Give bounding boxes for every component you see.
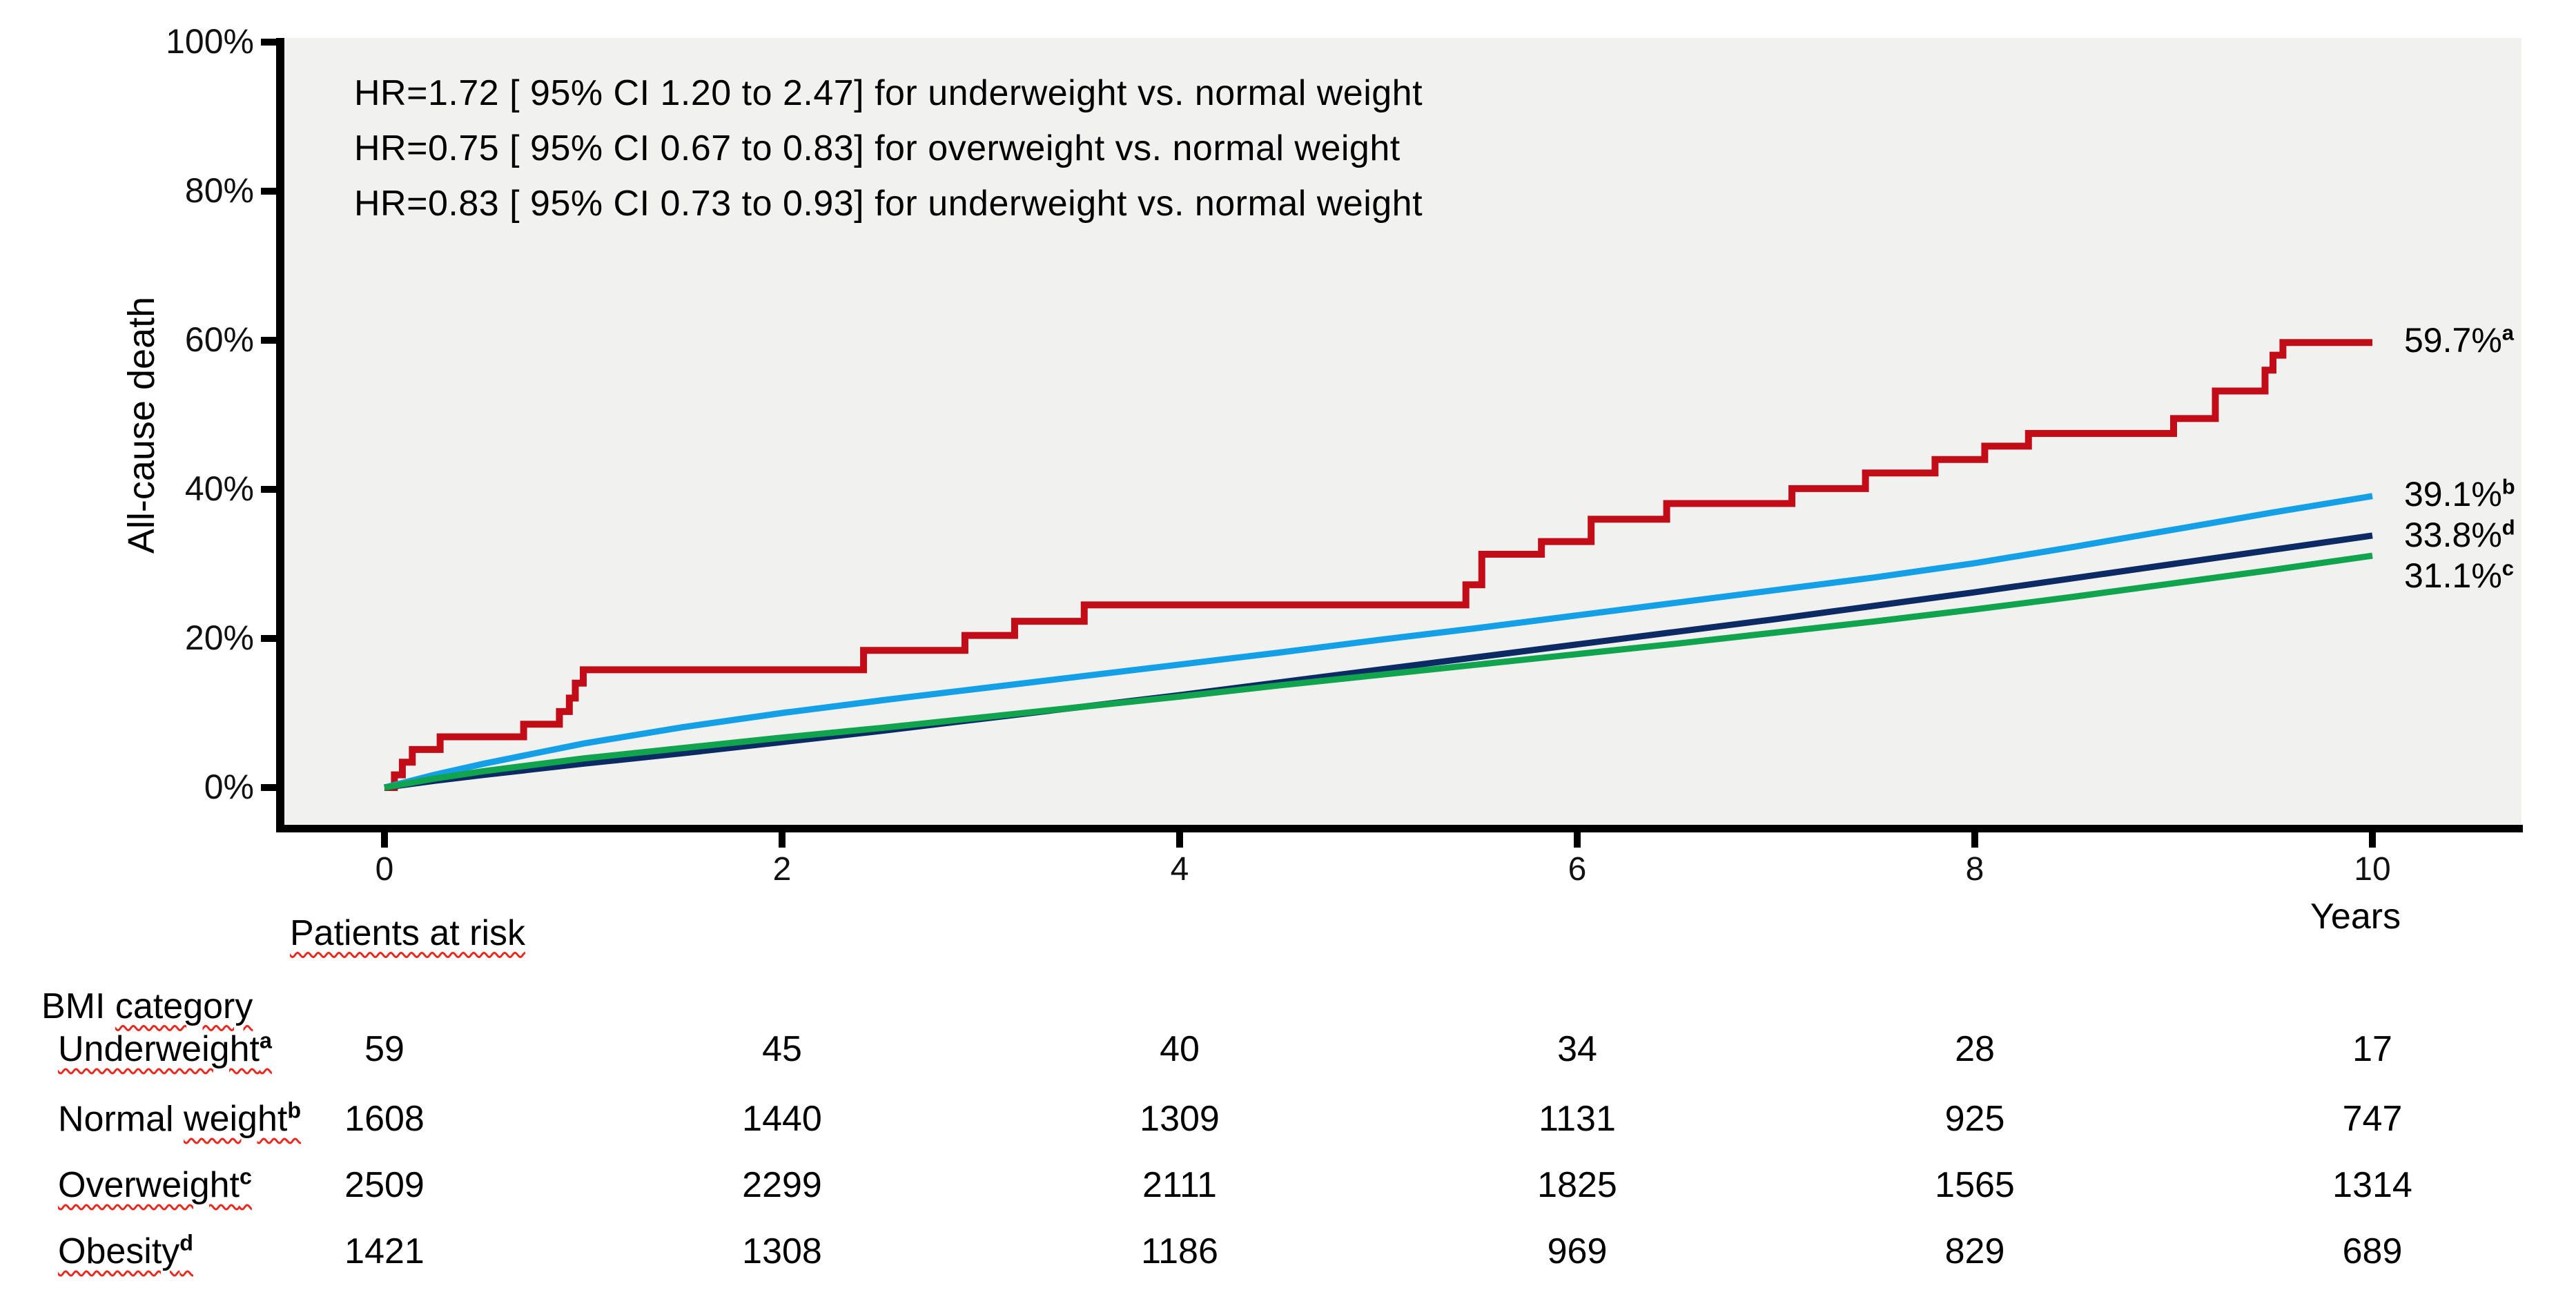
- y-tick-40%: [261, 486, 276, 493]
- x-tick-label-0: 0: [375, 851, 394, 888]
- x-tick-label-4: 4: [1170, 851, 1189, 888]
- risk-count-weight-t0: 1608: [344, 1099, 425, 1139]
- curve-underweight: [384, 339, 2372, 791]
- group-header-plain: BMI: [41, 986, 115, 1026]
- y-tick-60%: [261, 337, 276, 344]
- x-tick-8: [1971, 832, 1978, 848]
- y-tick-label-60%: 60%: [184, 320, 254, 359]
- x-tick-label-10: 10: [2354, 851, 2391, 888]
- risk-count-overweight-t0: 2509: [344, 1165, 425, 1205]
- hr-annotation-line-3: HR=0.83 [ 95% CI 0.73 to 0.93] for under…: [354, 184, 1423, 224]
- end-label-obesity: 33.8%d: [2404, 515, 2515, 554]
- risk-count-underweight-t8: 28: [1955, 1029, 1995, 1069]
- risk-count-overweight-t10: 1314: [2332, 1165, 2412, 1205]
- x-tick-2: [779, 832, 786, 848]
- risk-count-obesity-t0: 1421: [344, 1231, 425, 1271]
- risk-row-label-sup: a: [259, 1028, 272, 1053]
- end-label-normal-weight: 39.1%b: [2404, 474, 2515, 514]
- risk-count-weight-t8: 925: [1944, 1099, 2005, 1139]
- y-tick-80%: [261, 188, 276, 195]
- end-label-underweight: 59.7%a: [2404, 320, 2515, 360]
- x-tick-10: [2369, 832, 2376, 848]
- y-tick-0%: [261, 784, 276, 791]
- x-tick-6: [1574, 832, 1581, 848]
- risk-row-label-overweight: Overweightc: [58, 1164, 252, 1206]
- hr-annotation-line-2: HR=0.75 [ 95% CI 0.67 to 0.83] for overw…: [354, 128, 1401, 168]
- risk-count-underweight-t4: 40: [1160, 1029, 1200, 1069]
- risk-row-label-underlined: weightb: [184, 1098, 302, 1140]
- risk-count-overweight-t2: 2299: [742, 1165, 822, 1205]
- end-label-sup: d: [2501, 515, 2515, 540]
- risk-count-obesity-t6: 969: [1547, 1231, 1608, 1271]
- risk-table-group-header: BMI category: [41, 986, 253, 1027]
- risk-row-label-sup: d: [179, 1231, 193, 1256]
- risk-row-label-sup: c: [240, 1164, 252, 1189]
- risk-count-weight-t10: 747: [2342, 1099, 2403, 1139]
- risk-row-label-underweight: Underweighta: [58, 1028, 272, 1070]
- y-tick-label-80%: 80%: [184, 171, 254, 210]
- risk-row-label-underlined: Underweighta: [58, 1028, 272, 1070]
- risk-count-underweight-t2: 45: [762, 1029, 802, 1069]
- x-tick-label-8: 8: [1965, 851, 1984, 888]
- end-label-sup: a: [2501, 320, 2515, 345]
- risk-count-obesity-t10: 689: [2342, 1231, 2403, 1271]
- x-tick-label-2: 2: [772, 851, 792, 888]
- x-tick-label-6: 6: [1568, 851, 1587, 888]
- risk-count-overweight-t8: 1565: [1935, 1165, 2015, 1205]
- risk-count-underweight-t6: 34: [1557, 1029, 1597, 1069]
- risk-row-label-weight: Normal weightb: [58, 1098, 302, 1140]
- end-label-overweight: 31.1%c: [2404, 556, 2515, 596]
- y-tick-label-20%: 20%: [184, 618, 254, 657]
- x-tick-4: [1176, 832, 1183, 848]
- risk-count-weight-t6: 1131: [1539, 1099, 1616, 1139]
- end-label-sup: b: [2501, 474, 2515, 499]
- risk-count-overweight-t6: 1825: [1537, 1165, 1617, 1205]
- end-label-sup: c: [2501, 556, 2515, 580]
- risk-count-underweight-t10: 17: [2352, 1029, 2392, 1069]
- risk-count-overweight-t4: 2111: [1142, 1165, 1217, 1205]
- risk-row-label-underlined: Obesityd: [58, 1231, 193, 1272]
- risk-count-underweight-t0: 59: [364, 1029, 404, 1069]
- risk-count-obesity-t8: 829: [1944, 1231, 2005, 1271]
- y-tick-100%: [261, 39, 276, 46]
- risk-row-label-sup: b: [287, 1098, 302, 1123]
- curve-normal-weight: [383, 493, 2373, 791]
- y-tick-20%: [261, 635, 276, 642]
- curve-obesity: [384, 532, 2373, 791]
- y-axis-title: All-cause death: [121, 296, 162, 554]
- curve-overweight: [384, 552, 2373, 791]
- risk-count-weight-t2: 1440: [742, 1099, 822, 1139]
- risk-count-weight-t4: 1309: [1140, 1099, 1220, 1139]
- risk-row-label-obesity: Obesityd: [58, 1231, 193, 1272]
- hr-annotation-block: HR=1.72 [ 95% CI 1.20 to 2.47] for under…: [354, 66, 1423, 231]
- y-tick-label-0%: 0%: [204, 768, 254, 806]
- hr-annotation-line-1: HR=1.72 [ 95% CI 1.20 to 2.47] for under…: [354, 73, 1423, 113]
- y-tick-label-40%: 40%: [184, 469, 254, 508]
- x-tick-0: [381, 832, 388, 848]
- x-axis-line: [276, 825, 2523, 832]
- risk-table-title: Patients at risk: [290, 913, 526, 953]
- x-axis-title: Years: [2310, 897, 2401, 937]
- risk-count-obesity-t2: 1308: [742, 1231, 822, 1271]
- group-header-underlined: category: [115, 986, 253, 1026]
- risk-row-label-underlined: Overweightc: [58, 1164, 252, 1206]
- y-tick-label-100%: 100%: [166, 22, 254, 61]
- y-axis-line: [276, 38, 284, 832]
- risk-count-obesity-t4: 1186: [1141, 1231, 1218, 1271]
